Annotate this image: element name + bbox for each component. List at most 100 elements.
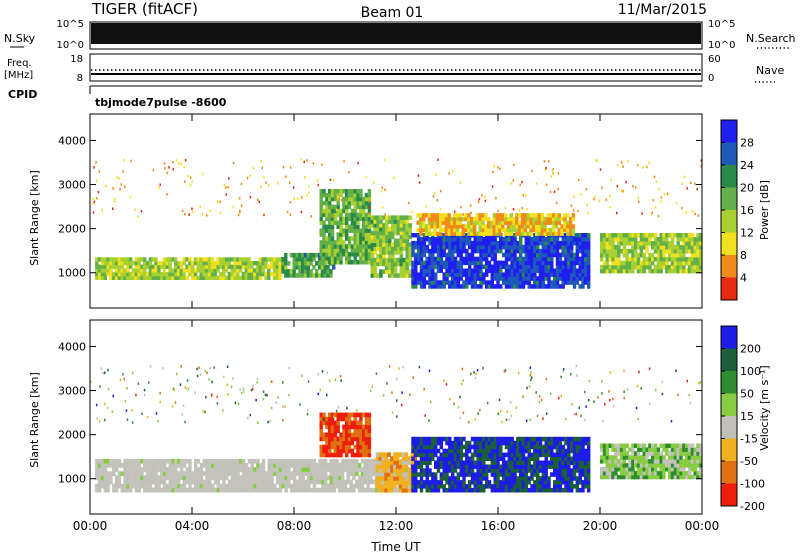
velocity-cell bbox=[479, 448, 483, 454]
velocity-cell bbox=[273, 458, 277, 464]
power-cell bbox=[442, 276, 446, 281]
velocity-cell bbox=[134, 471, 139, 476]
velocity-cell bbox=[555, 464, 560, 469]
power-speckle bbox=[112, 207, 114, 210]
power-cell bbox=[431, 284, 435, 289]
velocity-cell bbox=[459, 448, 463, 454]
power-cell bbox=[445, 264, 449, 269]
velocity-cell bbox=[355, 471, 359, 476]
power-cell bbox=[462, 284, 466, 289]
velocity-speckle bbox=[473, 371, 475, 374]
power-cell bbox=[550, 248, 554, 254]
power-speckle bbox=[249, 195, 252, 199]
power-cell bbox=[584, 237, 588, 242]
power-cell bbox=[434, 256, 438, 262]
velocity-cell bbox=[225, 463, 229, 468]
power-cell bbox=[379, 269, 383, 274]
velocity-cell bbox=[445, 452, 449, 458]
velocity-cell bbox=[636, 451, 641, 456]
power-cell bbox=[584, 264, 588, 269]
power-cell bbox=[376, 215, 380, 220]
power-cell bbox=[571, 227, 576, 233]
velocity-cell bbox=[244, 467, 249, 472]
power-speckle bbox=[510, 182, 512, 185]
power-cell bbox=[236, 272, 240, 277]
power-cell bbox=[447, 227, 451, 233]
velocity-cell bbox=[622, 455, 627, 460]
power-cell bbox=[557, 227, 561, 233]
power-cell bbox=[523, 224, 528, 229]
power-cell bbox=[536, 248, 540, 254]
velocity-cell bbox=[355, 483, 359, 489]
power-cell bbox=[402, 261, 407, 267]
velocity-cell bbox=[375, 468, 380, 473]
power-cell bbox=[247, 275, 251, 280]
power-cell bbox=[342, 196, 346, 202]
power-speckle bbox=[331, 215, 333, 218]
power-cell bbox=[690, 244, 695, 250]
velocity-cell bbox=[625, 474, 629, 480]
power-cell bbox=[284, 261, 288, 266]
velocity-cell bbox=[401, 468, 406, 473]
power-cell bbox=[191, 272, 195, 277]
power-cell bbox=[538, 260, 543, 266]
velocity-cell bbox=[462, 452, 466, 458]
velocity-cell bbox=[536, 488, 540, 493]
power-cell bbox=[339, 224, 343, 229]
power-cell bbox=[519, 237, 523, 242]
power-cell bbox=[502, 244, 506, 250]
power-cell bbox=[566, 220, 570, 225]
velocity-cell bbox=[519, 468, 523, 473]
power-cell bbox=[504, 248, 509, 254]
velocity-cell bbox=[547, 444, 551, 450]
power-speckle bbox=[439, 207, 442, 211]
velocity-cell bbox=[168, 479, 172, 485]
power-cell bbox=[519, 280, 523, 285]
power-cell bbox=[222, 268, 226, 273]
power-cell bbox=[519, 252, 523, 258]
power-cell bbox=[336, 236, 340, 241]
power-cell bbox=[336, 189, 340, 194]
power-cell bbox=[578, 240, 582, 246]
power-cell bbox=[476, 260, 480, 266]
velocity-cell bbox=[699, 463, 703, 468]
power-cell bbox=[436, 252, 441, 258]
power-cell bbox=[385, 269, 389, 274]
velocity-cell bbox=[345, 452, 349, 458]
power-cell bbox=[533, 256, 537, 262]
velocity-cell bbox=[188, 475, 192, 481]
power-speckle bbox=[609, 205, 611, 209]
velocity-speckle bbox=[213, 366, 215, 369]
power-cell bbox=[411, 240, 415, 246]
power-cell bbox=[370, 273, 374, 278]
velocity-cell bbox=[656, 474, 661, 480]
power-cell bbox=[106, 261, 110, 266]
velocity-cell bbox=[602, 467, 607, 472]
velocity-cell bbox=[673, 474, 678, 480]
velocity-cell bbox=[547, 484, 551, 489]
power-cell bbox=[103, 275, 107, 280]
power-cell bbox=[444, 231, 448, 236]
power-cell bbox=[345, 189, 349, 194]
nsearch-label: N.Search bbox=[746, 32, 796, 45]
velocity-cell bbox=[431, 448, 435, 454]
power-cell bbox=[333, 216, 338, 222]
velocity-cell bbox=[227, 467, 232, 472]
power-cell bbox=[179, 268, 184, 273]
power-cell bbox=[427, 213, 432, 218]
velocity-cell bbox=[339, 444, 343, 450]
power-cell bbox=[662, 241, 666, 246]
velocity-cell bbox=[673, 447, 678, 452]
velocity-cell bbox=[614, 470, 618, 476]
power-cell bbox=[219, 257, 223, 262]
velocity-cell bbox=[476, 448, 480, 454]
velocity-cell bbox=[670, 455, 675, 460]
velocity-speckle bbox=[205, 396, 207, 399]
velocity-cell bbox=[504, 460, 509, 465]
power-cell bbox=[250, 264, 254, 269]
power-cell bbox=[459, 272, 463, 277]
velocity-cell bbox=[527, 444, 531, 450]
power-cell bbox=[490, 276, 494, 281]
power-cell bbox=[499, 272, 503, 277]
velocity-cell bbox=[631, 470, 635, 476]
